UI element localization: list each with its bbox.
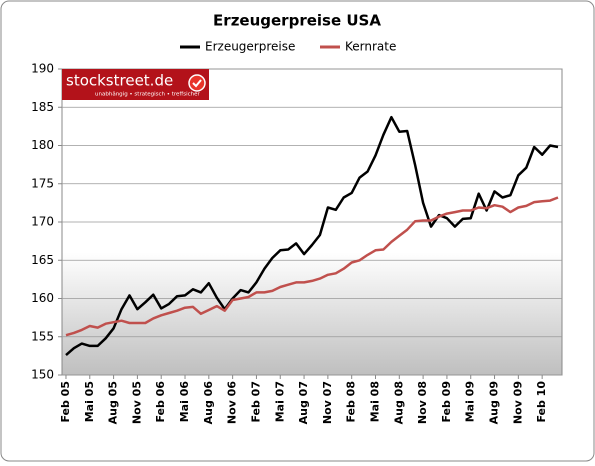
y-tick-label: 180 xyxy=(31,138,54,152)
logo-box xyxy=(62,69,209,100)
x-tick-label: Feb 10 xyxy=(535,381,548,423)
x-tick-label: Aug 09 xyxy=(488,381,501,424)
logo-icon xyxy=(188,74,206,92)
x-tick-label: Feb 09 xyxy=(440,381,453,423)
logo: stockstreet.de unabhängig • strategisch … xyxy=(62,69,209,100)
x-tick-label: Feb 08 xyxy=(345,381,358,423)
legend-label: Kernrate xyxy=(345,40,396,54)
x-tick-label: Aug 05 xyxy=(107,381,120,424)
x-tick-label: Mai 05 xyxy=(83,381,96,422)
y-tick-label: 160 xyxy=(31,291,54,305)
x-tick-label: Aug 08 xyxy=(392,381,405,424)
line-series xyxy=(65,115,559,357)
logo-name: stockstreet.de xyxy=(66,72,173,90)
x-tick-label: Nov 07 xyxy=(321,381,334,424)
y-tick-label: 170 xyxy=(31,215,54,229)
x-tick-label: Nov 09 xyxy=(511,381,524,424)
chart-title: Erzeugerpreise USA xyxy=(213,12,381,30)
y-tick-label: 175 xyxy=(31,176,54,190)
x-tick-label: Feb 05 xyxy=(59,381,72,423)
x-tick-label: Feb 07 xyxy=(249,381,262,423)
x-tick-label: Nov 08 xyxy=(416,381,429,424)
x-tick-label: Mai 08 xyxy=(368,381,381,422)
x-tick-label: Mai 07 xyxy=(273,381,286,422)
logo-tagline: unabhängig • strategisch • treffsicher xyxy=(95,92,201,98)
y-tick-label: 165 xyxy=(31,253,54,267)
line-series xyxy=(65,196,559,337)
x-tick-label: Nov 05 xyxy=(130,381,143,424)
x-tick-label: Mai 06 xyxy=(178,381,191,423)
legend-label: Erzeugerpreise xyxy=(205,40,295,54)
x-tick-label: Aug 06 xyxy=(202,381,215,425)
y-tick-label: 150 xyxy=(31,368,54,382)
x-tick-label: Nov 06 xyxy=(226,381,239,424)
x-tick-label: Mai 09 xyxy=(464,381,477,422)
y-tick-label: 185 xyxy=(31,100,54,114)
x-tick-label: Feb 06 xyxy=(154,381,167,423)
y-tick-label: 190 xyxy=(31,62,54,76)
logo-check xyxy=(192,79,202,88)
x-tick-label: Aug 07 xyxy=(297,381,310,424)
y-tick-label: 155 xyxy=(31,329,54,343)
